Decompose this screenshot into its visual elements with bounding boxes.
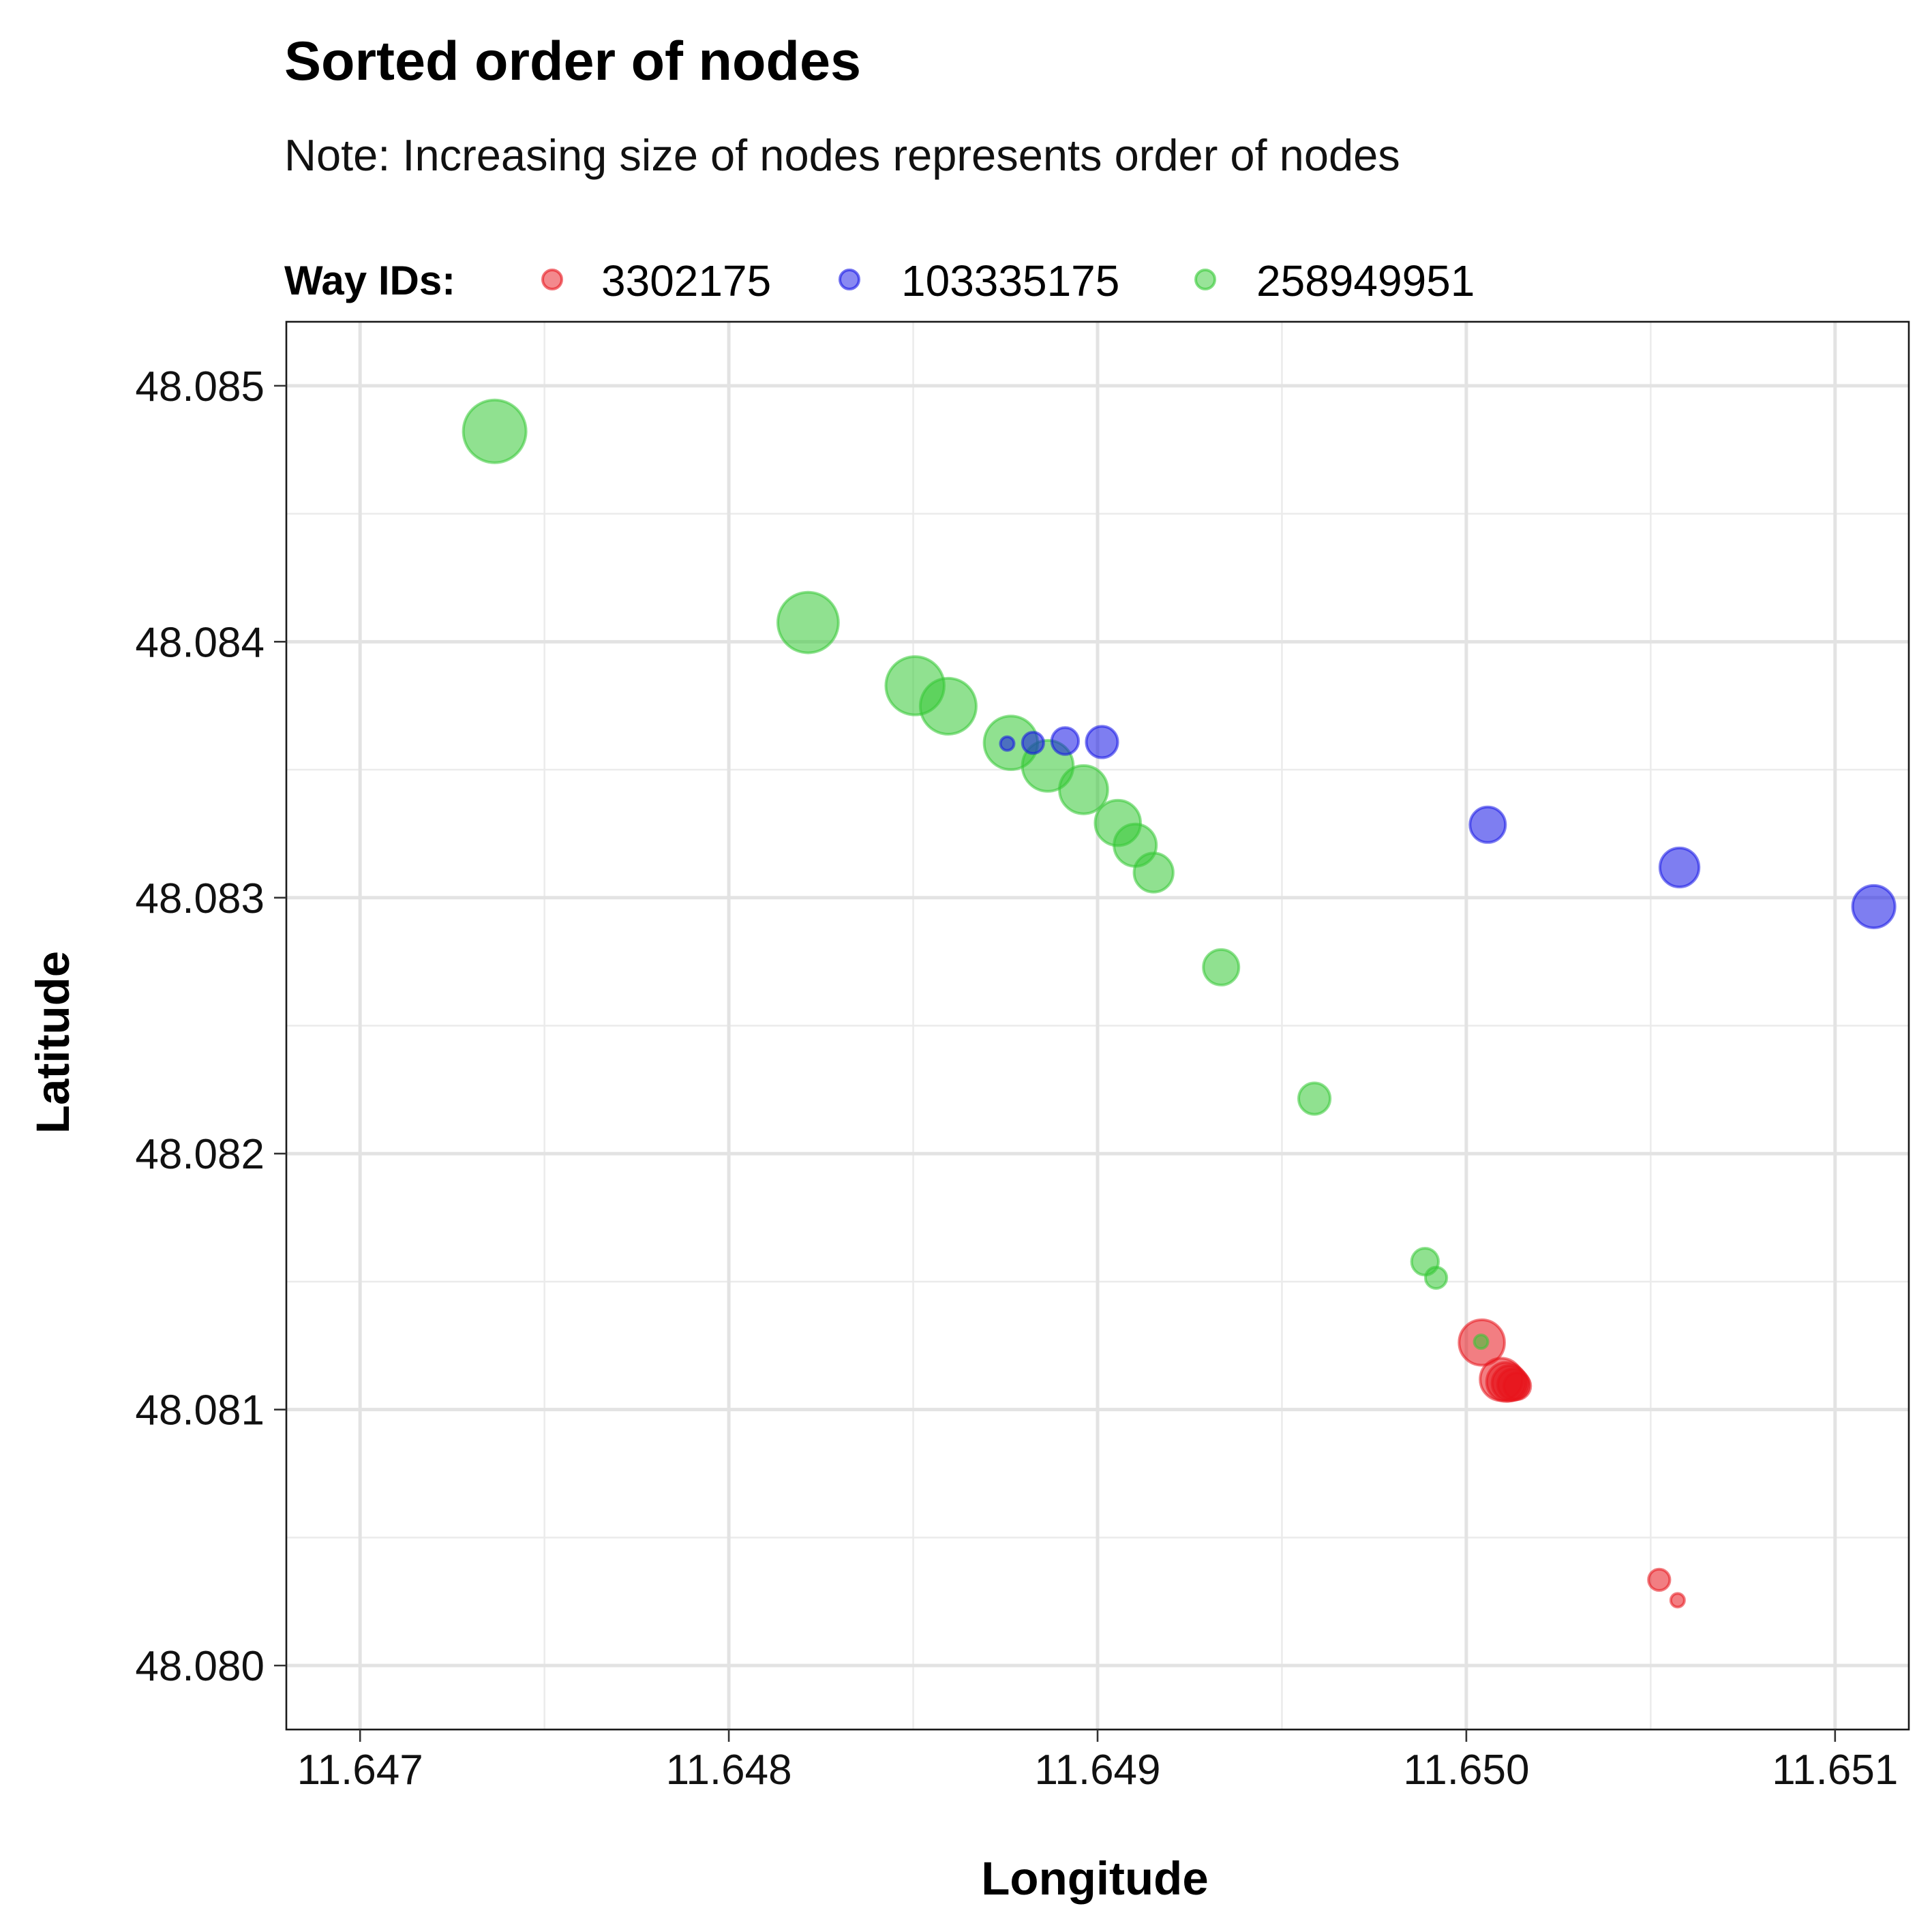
x-axis-title: Longitude: [981, 1852, 1208, 1905]
data-point-103335175: [1050, 726, 1081, 756]
x-tick-label: 11.650: [1403, 1747, 1529, 1794]
major-gridlines: [286, 322, 1909, 1730]
data-point-258949951: [918, 676, 978, 736]
legend-label-103335175: 103335175: [901, 256, 1119, 305]
chart-title: Sorted order of nodes: [284, 31, 861, 92]
y-tick-label: 48.083: [135, 875, 265, 922]
data-point-103335175: [999, 735, 1016, 752]
chart-subtitle: Note: Increasing size of nodes represent…: [284, 130, 1400, 180]
y-axis-title: Latitude: [27, 951, 79, 1134]
x-tick-label: 11.649: [1034, 1747, 1160, 1794]
data-point-258949951: [776, 590, 840, 654]
legend-label-258949951: 258949951: [1256, 256, 1475, 305]
data-point-103335175: [1851, 884, 1897, 929]
legend-key-3302175: [541, 269, 563, 290]
data-point-258949951: [1058, 764, 1109, 815]
y-tick-label: 48.084: [135, 619, 265, 666]
legend-title: Way IDs:: [284, 258, 455, 303]
data-point-258949951: [1423, 1265, 1449, 1290]
data-point-258949951: [1132, 851, 1175, 894]
legend-key-258949951: [1194, 269, 1216, 290]
x-tick-label: 11.647: [297, 1747, 423, 1794]
x-tick-label: 11.648: [666, 1747, 792, 1794]
data-point-258949951: [1473, 1333, 1490, 1350]
x-tick-label: 11.651: [1772, 1747, 1898, 1794]
data-point-3302175: [1647, 1567, 1672, 1592]
axis-ticks: [274, 384, 1837, 1742]
data-point-258949951: [1297, 1081, 1332, 1116]
data-point-103335175: [1085, 725, 1119, 759]
legend: Way IDs: 3302175 103335175 258949951: [284, 256, 1475, 305]
tick-labels: 11.647 11.648 11.649 11.650 11.651 48.080 48.0…: [135, 363, 1898, 1794]
legend-key-103335175: [839, 269, 860, 290]
data-point-103335175: [1021, 731, 1045, 755]
data-point-103335175: [1468, 805, 1507, 844]
y-tick-label: 48.081: [135, 1387, 265, 1434]
y-tick-label: 48.080: [135, 1643, 265, 1690]
data-point-3302175: [1502, 1371, 1533, 1401]
data-point-3302175: [1669, 1592, 1686, 1609]
data-point-258949951: [462, 398, 528, 464]
legend-label-3302175: 3302175: [601, 256, 771, 305]
y-tick-label: 48.085: [135, 363, 265, 410]
data-point-103335175: [1658, 846, 1701, 889]
y-tick-label: 48.082: [135, 1131, 265, 1178]
data-point-258949951: [1202, 948, 1241, 986]
data-points: [462, 398, 1897, 1609]
